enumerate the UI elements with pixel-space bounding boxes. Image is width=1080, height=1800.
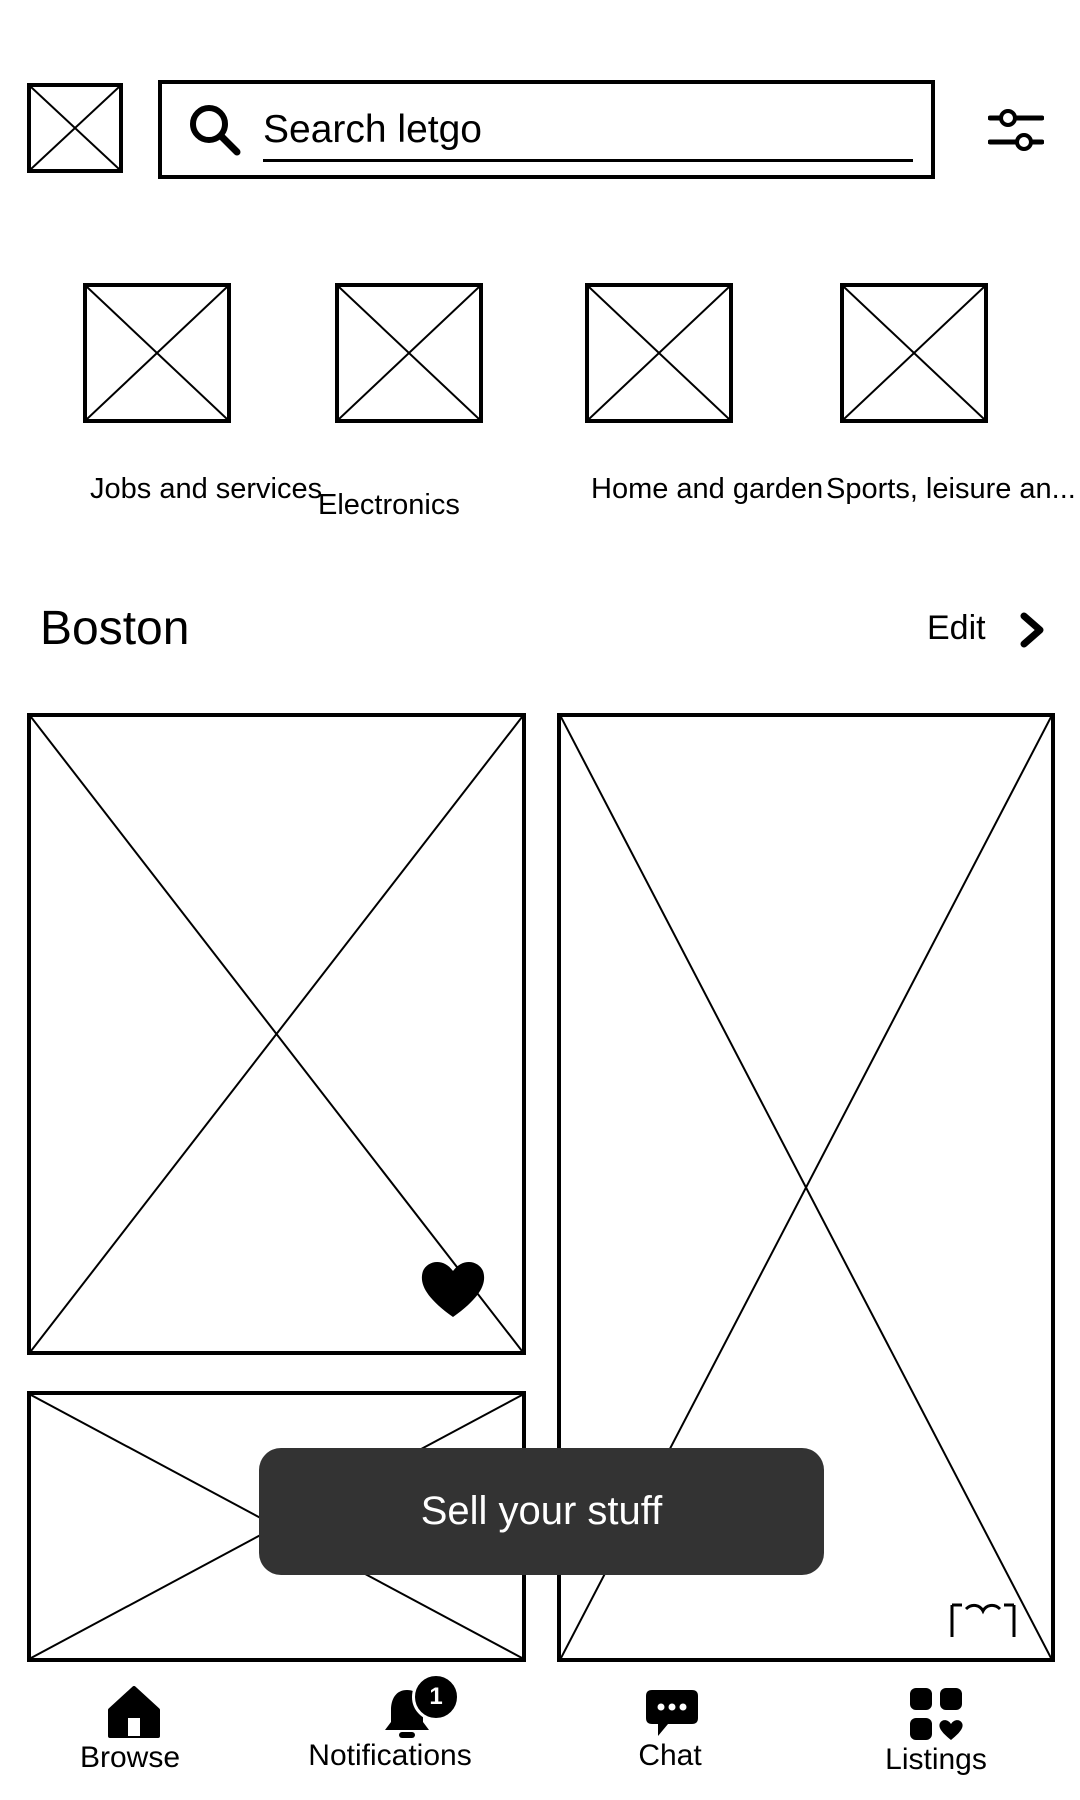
category-label: Jobs and services <box>90 473 323 505</box>
nav-item-listings[interactable]: Listings <box>866 1680 1006 1790</box>
location-title: Boston <box>40 602 190 655</box>
nav-label: Listings <box>885 1743 987 1776</box>
image-placeholder-icon <box>585 283 733 423</box>
heart-icon[interactable] <box>417 1257 489 1319</box>
nav-label: Browse <box>79 1741 181 1774</box>
category-item-sports[interactable] <box>840 283 990 423</box>
search-bar[interactable] <box>158 80 935 179</box>
image-placeholder-icon <box>840 283 988 423</box>
category-label: Electronics <box>318 489 460 521</box>
logo-placeholder <box>27 83 123 173</box>
category-item-home-garden[interactable] <box>585 283 735 423</box>
nav-label: Chat <box>638 1739 702 1772</box>
nav-item-chat[interactable]: Chat <box>600 1680 740 1790</box>
listing-card[interactable] <box>27 713 526 1355</box>
category-item-jobs[interactable] <box>83 283 233 423</box>
notification-count-badge: 1 <box>412 1673 460 1721</box>
edit-location-link[interactable]: Edit <box>927 609 986 647</box>
search-input[interactable]: Search letgo <box>263 104 913 162</box>
category-label: Home and garden <box>591 473 824 505</box>
image-placeholder-icon <box>335 283 483 423</box>
home-icon <box>106 1686 162 1738</box>
chevron-right-icon[interactable] <box>1016 610 1048 650</box>
chat-bubble-icon <box>644 1688 700 1738</box>
grid-heart-icon <box>908 1686 964 1742</box>
nav-item-notifications[interactable]: Notifications <box>290 1680 490 1790</box>
sliders-icon[interactable] <box>987 104 1045 156</box>
heart-outline-icon[interactable] <box>948 1601 1018 1641</box>
nav-label: Notifications <box>308 1739 472 1772</box>
image-placeholder-icon <box>83 283 231 423</box>
sell-your-stuff-button[interactable]: Sell your stuff <box>259 1448 824 1575</box>
search-icon <box>187 102 243 158</box>
category-item-electronics[interactable] <box>335 283 485 423</box>
nav-item-browse[interactable]: Browse <box>60 1680 200 1790</box>
category-label: Sports, leisure an... <box>826 473 1076 505</box>
